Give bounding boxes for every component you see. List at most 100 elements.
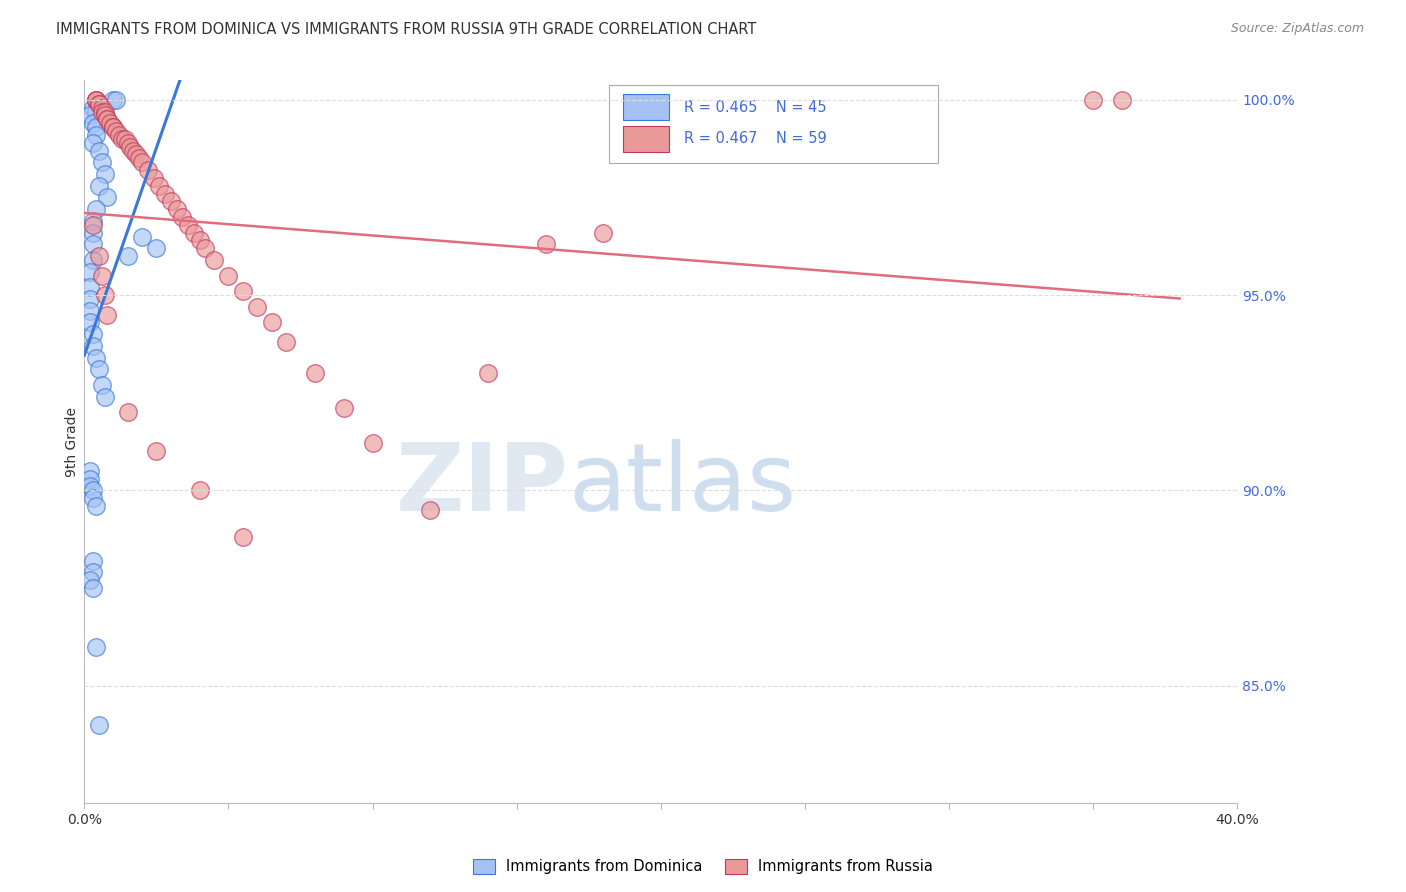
- Point: [90, 155, 112, 169]
- Point: [84, 104, 107, 119]
- Point: [79, 479, 101, 493]
- Point: [103, 93, 124, 107]
- Point: [232, 530, 254, 544]
- Point: [93, 108, 115, 122]
- Point: [120, 139, 142, 153]
- Point: [82, 339, 104, 353]
- Point: [79, 292, 101, 306]
- Point: [188, 234, 211, 248]
- Point: [534, 237, 557, 252]
- Point: [82, 136, 104, 150]
- Point: [82, 491, 104, 505]
- Point: [82, 581, 104, 595]
- Point: [84, 93, 107, 107]
- Point: [79, 280, 101, 294]
- Point: [419, 503, 441, 517]
- Point: [145, 241, 167, 255]
- Point: [84, 202, 107, 216]
- Point: [1111, 93, 1133, 107]
- Point: [131, 155, 153, 169]
- Point: [131, 229, 153, 244]
- Point: [105, 124, 128, 138]
- Point: [90, 101, 112, 115]
- Point: [177, 218, 200, 232]
- Point: [82, 116, 104, 130]
- Point: [128, 152, 150, 166]
- Point: [93, 167, 115, 181]
- Point: [103, 120, 124, 135]
- Point: [103, 120, 124, 135]
- Point: [122, 144, 145, 158]
- Point: [117, 405, 139, 419]
- Point: [90, 268, 112, 283]
- Point: [82, 101, 104, 115]
- Point: [477, 366, 499, 380]
- Point: [361, 436, 384, 450]
- Point: [136, 163, 159, 178]
- Point: [93, 390, 115, 404]
- Point: [87, 96, 110, 111]
- Point: [117, 249, 139, 263]
- Point: [87, 249, 110, 263]
- Point: [84, 499, 107, 513]
- Point: [82, 566, 104, 580]
- Point: [82, 252, 104, 267]
- Bar: [623, 94, 669, 120]
- Point: [87, 717, 110, 731]
- Point: [166, 202, 188, 216]
- Legend: Immigrants from Dominica, Immigrants from Russia: Immigrants from Dominica, Immigrants fro…: [467, 853, 939, 880]
- Point: [1083, 93, 1105, 107]
- Point: [84, 640, 107, 654]
- Point: [82, 483, 104, 498]
- Point: [84, 93, 107, 107]
- FancyBboxPatch shape: [609, 86, 938, 163]
- Point: [246, 300, 269, 314]
- Point: [96, 112, 118, 127]
- Point: [114, 132, 136, 146]
- Point: [172, 210, 194, 224]
- Point: [218, 268, 240, 283]
- Point: [79, 464, 101, 478]
- Point: [84, 351, 107, 365]
- Point: [82, 226, 104, 240]
- Point: [79, 315, 101, 329]
- Y-axis label: 9th Grade: 9th Grade: [65, 407, 79, 476]
- Point: [82, 327, 104, 342]
- Point: [87, 178, 110, 193]
- Point: [93, 288, 115, 302]
- Point: [276, 334, 298, 349]
- Point: [105, 93, 128, 107]
- Text: R = 0.467    N = 59: R = 0.467 N = 59: [683, 131, 827, 146]
- Point: [96, 308, 118, 322]
- Point: [232, 284, 254, 298]
- Point: [333, 401, 356, 416]
- Point: [90, 104, 112, 119]
- Point: [153, 186, 176, 201]
- Point: [188, 483, 211, 498]
- Point: [142, 170, 165, 185]
- Bar: [623, 126, 669, 152]
- Point: [145, 444, 167, 458]
- Point: [183, 226, 205, 240]
- Point: [84, 120, 107, 135]
- Point: [592, 226, 614, 240]
- Point: [79, 265, 101, 279]
- Point: [84, 93, 107, 107]
- Point: [96, 112, 118, 127]
- Point: [93, 104, 115, 119]
- Point: [82, 214, 104, 228]
- Point: [79, 573, 101, 587]
- Point: [82, 554, 104, 568]
- Point: [79, 472, 101, 486]
- Point: [87, 362, 110, 376]
- Point: [160, 194, 183, 209]
- Text: atlas: atlas: [568, 439, 797, 531]
- Point: [79, 108, 101, 122]
- Point: [117, 136, 139, 150]
- Point: [96, 190, 118, 204]
- Point: [111, 132, 134, 146]
- Text: R = 0.465    N = 45: R = 0.465 N = 45: [683, 100, 827, 114]
- Point: [84, 128, 107, 142]
- Point: [260, 315, 283, 329]
- Point: [125, 147, 148, 161]
